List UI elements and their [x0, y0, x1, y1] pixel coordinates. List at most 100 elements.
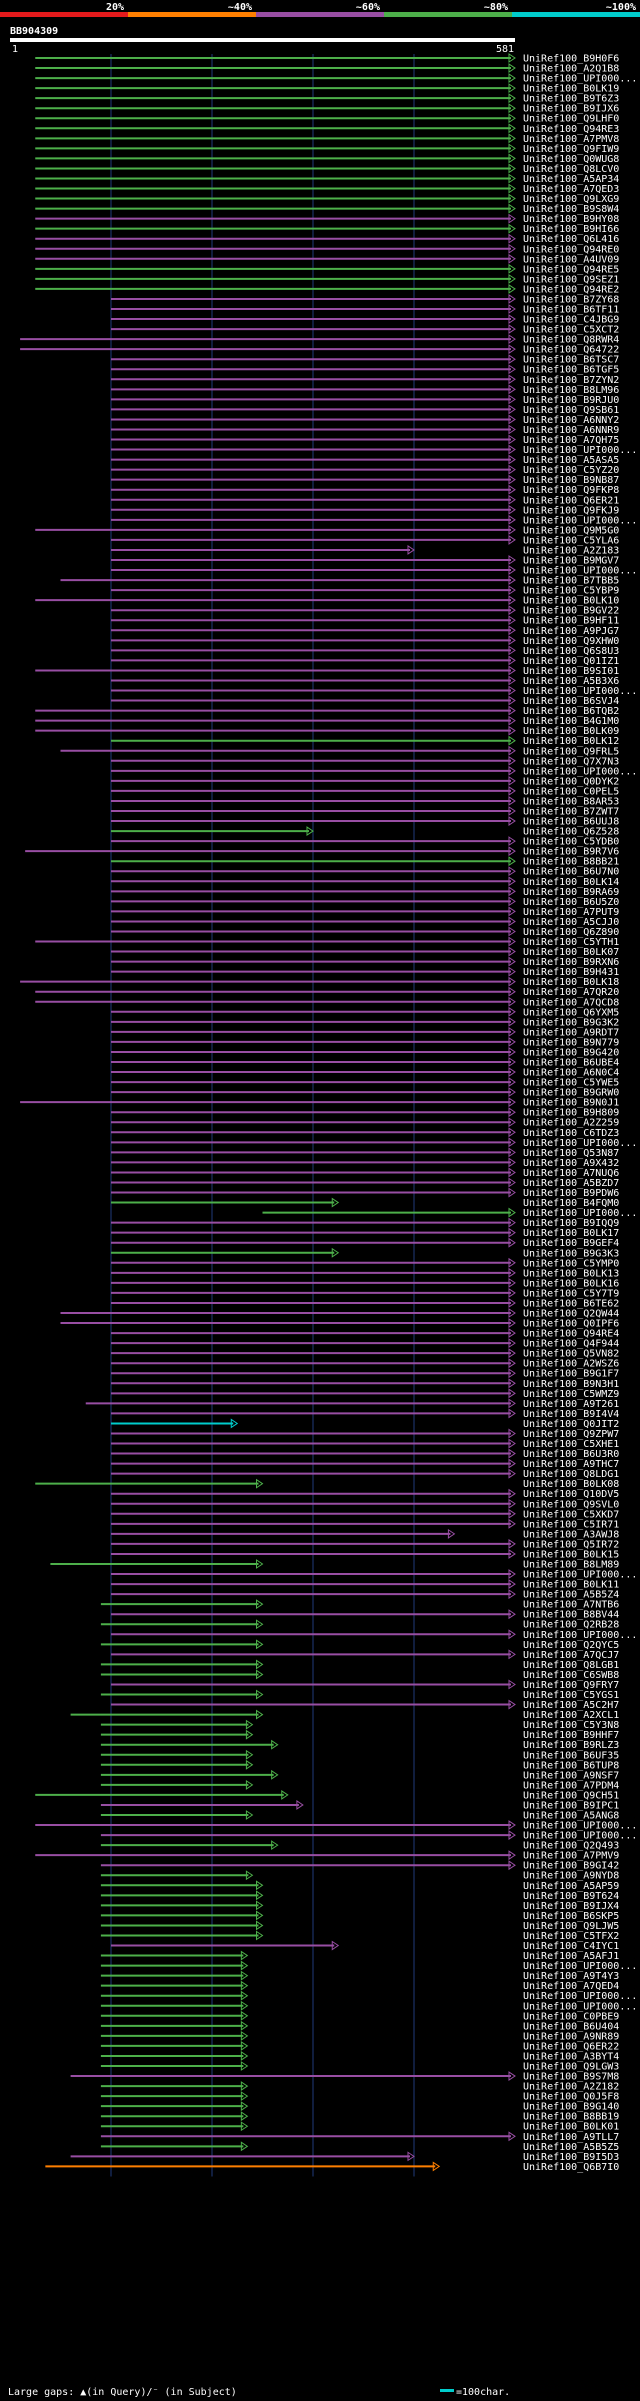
hit-row[interactable]: UniRef100_C5YLA6: [111, 534, 619, 546]
hit-label[interactable]: UniRef100_Q94RE4: [523, 1329, 619, 1340]
hit-row[interactable]: UniRef100_C5WMZ9: [111, 1388, 619, 1400]
hit-row[interactable]: UniRef100_B9HF11: [111, 615, 619, 627]
hit-label[interactable]: UniRef100_A2Z259: [523, 1118, 619, 1129]
hit-label[interactable]: UniRef100_B9PDW6: [523, 1188, 619, 1199]
hit-row[interactable]: UniRef100_B9T6Z3: [35, 93, 619, 105]
hit-row[interactable]: UniRef100_C5YWE5: [111, 1077, 619, 1089]
hit-label[interactable]: UniRef100_B0LK07: [523, 947, 619, 958]
hit-label[interactable]: UniRef100_A2XCL1: [523, 1710, 619, 1721]
hit-row[interactable]: UniRef100_B0LK10: [35, 595, 619, 607]
hit-label[interactable]: UniRef100_B6UF35: [523, 1750, 619, 1761]
hit-label[interactable]: UniRef100_B6U404: [523, 2021, 619, 2032]
hit-label[interactable]: UniRef100_A7QED4: [523, 1981, 619, 1992]
hit-row[interactable]: UniRef100_UPI000...: [111, 565, 637, 577]
hit-row[interactable]: UniRef100_B9HY08: [35, 213, 619, 225]
hit-row[interactable]: UniRef100_A5AP59: [100, 1880, 619, 1892]
hit-row[interactable]: UniRef100_A5CJJ0: [111, 916, 619, 928]
hit-row[interactable]: UniRef100_C5XHE1: [111, 1438, 619, 1450]
hit-label[interactable]: UniRef100_UPI000...: [523, 515, 637, 526]
hit-row[interactable]: UniRef100_B9PDW6: [111, 1187, 619, 1199]
hit-row[interactable]: UniRef100_A7QH75: [111, 434, 619, 446]
hit-label[interactable]: UniRef100_B0LK14: [523, 877, 619, 888]
hit-label[interactable]: UniRef100_B9HF11: [523, 616, 619, 627]
hit-label[interactable]: UniRef100_Q53N87: [523, 1148, 619, 1159]
hit-label[interactable]: UniRef100_B6SKP5: [523, 1911, 619, 1922]
hit-label[interactable]: UniRef100_Q6S8U3: [523, 646, 619, 657]
hit-label[interactable]: UniRef100_A9T261: [523, 1399, 619, 1410]
hit-label[interactable]: UniRef100_UPI000...: [523, 686, 637, 697]
hit-row[interactable]: UniRef100_A9X432: [111, 1157, 619, 1169]
hit-label[interactable]: UniRef100_B6U5Z0: [523, 897, 619, 908]
hit-row[interactable]: UniRef100_A9RDT7: [111, 1026, 619, 1038]
hit-row[interactable]: UniRef100_Q6S8U3: [111, 645, 619, 657]
hit-label[interactable]: UniRef100_C5YGS1: [523, 1690, 619, 1701]
hit-row[interactable]: UniRef100_B0LK09: [35, 725, 619, 737]
hit-row[interactable]: UniRef100_UPI000...: [111, 1137, 637, 1149]
hit-label[interactable]: UniRef100_B0LK19: [523, 84, 619, 95]
hit-label[interactable]: UniRef100_A5ASA5: [523, 455, 619, 466]
hit-label[interactable]: UniRef100_B9I5D3: [523, 2152, 619, 2163]
hit-row[interactable]: UniRef100_B8LM89: [50, 1559, 619, 1571]
hit-label[interactable]: UniRef100_Q94RE3: [523, 124, 619, 135]
hit-label[interactable]: UniRef100_C0PBE9: [523, 2011, 619, 2022]
hit-row[interactable]: UniRef100_A7PMV9: [35, 1850, 619, 1862]
hit-label[interactable]: UniRef100_C5IR71: [523, 1519, 619, 1530]
hit-label[interactable]: UniRef100_A4UV09: [523, 254, 619, 265]
hit-label[interactable]: UniRef100_C5XKD7: [523, 1509, 619, 1520]
hit-label[interactable]: UniRef100_B8LM96: [523, 385, 619, 396]
hit-label[interactable]: UniRef100_B6UUJ8: [523, 817, 619, 828]
hit-row[interactable]: UniRef100_B6U404: [100, 2020, 619, 2032]
hit-label[interactable]: UniRef100_C5YLA6: [523, 535, 619, 546]
hit-row[interactable]: UniRef100_A9NR89: [100, 2030, 619, 2042]
hit-row[interactable]: UniRef100_Q9ZPW7: [111, 1428, 619, 1440]
hit-label[interactable]: UniRef100_B0LK10: [523, 596, 619, 607]
hit-row[interactable]: UniRef100_Q9LGW3: [100, 2061, 619, 2073]
hit-row[interactable]: UniRef100_Q9FKP8: [111, 484, 619, 496]
hit-label[interactable]: UniRef100_Q9ZPW7: [523, 1429, 619, 1440]
hit-label[interactable]: UniRef100_UPI000...: [523, 566, 637, 577]
hit-label[interactable]: UniRef100_B6UBE4: [523, 1058, 619, 1069]
hit-row[interactable]: UniRef100_B9S7M8: [70, 2071, 620, 2083]
hit-label[interactable]: UniRef100_Q0WUG8: [523, 154, 619, 165]
hit-label[interactable]: UniRef100_Q6YXM5: [523, 1007, 619, 1018]
hit-row[interactable]: UniRef100_Q6YXM5: [111, 1006, 619, 1018]
hit-row[interactable]: UniRef100_UPI000...: [111, 685, 637, 697]
hit-row[interactable]: UniRef100_B9S8W4: [35, 203, 619, 215]
hit-label[interactable]: UniRef100_Q9FRL5: [523, 746, 619, 757]
hit-row[interactable]: UniRef100_A9THC7: [111, 1458, 619, 1470]
hit-row[interactable]: UniRef100_Q8LGB1: [100, 1659, 619, 1671]
hit-label[interactable]: UniRef100_Q94RE5: [523, 264, 619, 275]
hit-label[interactable]: UniRef100_B8BB21: [523, 857, 619, 868]
hit-label[interactable]: UniRef100_Q2Q493: [523, 1841, 619, 1852]
hit-label[interactable]: UniRef100_UPI000...: [523, 1961, 637, 1972]
hit-label[interactable]: UniRef100_A5AFJ1: [523, 1951, 619, 1962]
hit-row[interactable]: UniRef100_C5XKD7: [111, 1508, 619, 1520]
hit-label[interactable]: UniRef100_Q10DV5: [523, 1489, 619, 1500]
hit-row[interactable]: UniRef100_Q8LCV0: [35, 163, 619, 175]
hit-label[interactable]: UniRef100_A6N0C4: [523, 1068, 619, 1079]
hit-row[interactable]: UniRef100_A7PMV8: [35, 133, 619, 145]
hit-row[interactable]: UniRef100_A5C2H7: [111, 1699, 619, 1711]
hit-label[interactable]: UniRef100_Q5VN82: [523, 1349, 619, 1360]
hit-row[interactable]: UniRef100_B0LK18: [20, 976, 619, 988]
hit-row[interactable]: UniRef100_A7PUT9: [111, 906, 619, 918]
hit-label[interactable]: UniRef100_A9X432: [523, 1158, 619, 1169]
hit-row[interactable]: UniRef100_Q94RE5: [35, 263, 619, 275]
hit-label[interactable]: UniRef100_Q94RE2: [523, 284, 619, 295]
hit-label[interactable]: UniRef100_A5ANG8: [523, 1811, 619, 1822]
hit-row[interactable]: UniRef100_B0LK19: [35, 83, 619, 95]
hit-row[interactable]: UniRef100_A7NUQ6: [111, 1167, 619, 1179]
hit-row[interactable]: UniRef100_B6U7N0: [111, 866, 619, 878]
hit-label[interactable]: UniRef100_B0LK09: [523, 726, 619, 737]
hit-label[interactable]: UniRef100_A6NNY2: [523, 415, 619, 426]
hit-row[interactable]: UniRef100_B9N779: [111, 1036, 619, 1048]
hit-label[interactable]: UniRef100_C5WMZ9: [523, 1389, 619, 1400]
hit-label[interactable]: UniRef100_C5YMP0: [523, 1258, 619, 1269]
hit-row[interactable]: UniRef100_B9G3K2: [111, 1016, 619, 1028]
hit-row[interactable]: UniRef100_B8BB19: [100, 2111, 619, 2123]
hit-row[interactable]: UniRef100_Q2Q493: [100, 1840, 619, 1852]
hit-row[interactable]: UniRef100_A9TLL7: [100, 2131, 619, 2143]
hit-label[interactable]: UniRef100_Q9XHW0: [523, 636, 619, 647]
hit-row[interactable]: UniRef100_C0PBE9: [100, 2010, 619, 2022]
hit-row[interactable]: UniRef100_Q0IPF6: [60, 1318, 620, 1330]
